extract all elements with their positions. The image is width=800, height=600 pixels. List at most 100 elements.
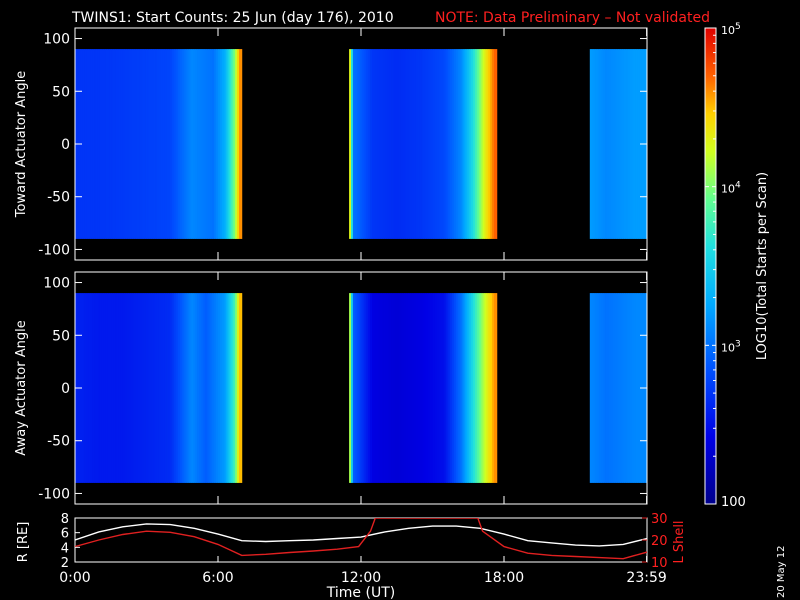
toward-heat-cell [455, 49, 459, 239]
away-heat-cell [139, 293, 143, 483]
r-ytick-label: 2 [61, 556, 69, 571]
away-heat-cell [88, 293, 91, 483]
toward-heat-cell [109, 49, 112, 239]
toward-heat-cell [473, 49, 476, 239]
toward-heat-cell [238, 49, 242, 239]
away-heat-cell [202, 293, 206, 483]
away-heat-cell [601, 293, 604, 483]
away-heat-cell [622, 293, 625, 483]
toward-heat-cell [221, 49, 225, 239]
away-heat-cell [474, 293, 478, 483]
away-heat-cell [459, 293, 462, 483]
away-y-label: Away Actuator Angle [14, 320, 29, 455]
away-heat-cell [492, 293, 495, 483]
away-heat-cell [402, 293, 405, 483]
toward-heat-cell [141, 49, 145, 239]
toward-heat-cell [591, 49, 595, 239]
away-heat-cell [408, 293, 411, 483]
away-heat-cell [375, 293, 379, 483]
toward-heat-cell [210, 49, 213, 239]
away-heat-cell [185, 293, 188, 483]
away-heat-cell [620, 293, 623, 483]
away-heat-cell [637, 293, 640, 483]
toward-heat-cell [231, 49, 234, 239]
toward-heat-cell [195, 49, 198, 239]
away-heat-cell [124, 293, 127, 483]
away-heat-cell [147, 293, 150, 483]
toward-heat-cell [606, 49, 610, 239]
toward-heat-cell [134, 49, 137, 239]
toward-heat-cell [633, 49, 636, 239]
away-heat-cell [208, 293, 211, 483]
away-heat-cell [177, 293, 181, 483]
toward-heat-cell [187, 49, 190, 239]
away-heat-cell [629, 293, 633, 483]
away-heat-cell [431, 293, 434, 483]
toward-heat-cell [360, 49, 363, 239]
toward-heat-cell [425, 49, 428, 239]
toward-heat-cell [391, 49, 394, 239]
away-heat-cell [379, 293, 382, 483]
x-tick-label: 18:00 [484, 570, 524, 586]
away-heat-cell [391, 293, 394, 483]
lshell-series-line [75, 518, 647, 560]
toward-heat-cell [624, 49, 627, 239]
toward-heat-cell [218, 49, 221, 239]
away-heat-cell [368, 293, 371, 483]
toward-heat-cell [118, 49, 122, 239]
away-heat-cell [444, 293, 447, 483]
toward-ytick-label: 0 [61, 137, 70, 153]
away-heat-cell [631, 293, 635, 483]
toward-heat-cell [404, 49, 407, 239]
toward-heat-cell [156, 49, 160, 239]
away-heat-cell [115, 293, 118, 483]
away-heat-cell [400, 293, 403, 483]
toward-heat-cell [151, 49, 154, 239]
toward-heat-cell [82, 49, 85, 239]
away-heat-cell [189, 293, 192, 483]
toward-heat-cell [103, 49, 106, 239]
away-heat-cell [605, 293, 608, 483]
toward-heat-cell [381, 49, 384, 239]
toward-heat-cell [352, 49, 356, 239]
away-heat-cell [394, 293, 398, 483]
toward-heat-cell [170, 49, 173, 239]
away-heat-cell [627, 293, 631, 483]
toward-heat-cell [627, 49, 631, 239]
away-heat-cell [132, 293, 135, 483]
toward-heat-cell [612, 49, 615, 239]
away-heat-cell [84, 293, 87, 483]
away-heat-cell [484, 293, 487, 483]
toward-heat-cell [145, 49, 148, 239]
toward-heat-cell [618, 49, 621, 239]
away-heat-cell [495, 293, 498, 483]
toward-heat-cell [375, 49, 379, 239]
toward-heat-cell [474, 49, 478, 239]
away-heat-cell [200, 293, 204, 483]
x-tick-label: 23:59 [626, 570, 666, 586]
away-heat-cell [488, 293, 491, 483]
toward-heat-cell [354, 49, 358, 239]
colorbar-gradient [705, 28, 716, 504]
away-heat-cell [155, 293, 158, 483]
away-heat-cell [136, 293, 139, 483]
away-heat-cell [218, 293, 221, 483]
toward-heat-cell [193, 49, 196, 239]
away-heat-cell [156, 293, 160, 483]
lshell-axis-label: L Shell [672, 520, 687, 563]
away-heat-cell [240, 293, 243, 483]
away-heat-cell [90, 293, 93, 483]
away-heat-cell [116, 293, 120, 483]
toward-heat-cell [240, 49, 243, 239]
away-heat-cell [122, 293, 125, 483]
away-heat-cell [95, 293, 99, 483]
away-ytick-label: -50 [47, 434, 70, 450]
away-heat-cell [423, 293, 426, 483]
away-heat-cell [599, 293, 602, 483]
away-heat-cell [137, 293, 141, 483]
toward-heat-cell [440, 49, 443, 239]
away-heat-cell [126, 293, 129, 483]
toward-heat-cell [191, 49, 194, 239]
away-heat-cell [120, 293, 124, 483]
away-heat-cell [383, 293, 386, 483]
